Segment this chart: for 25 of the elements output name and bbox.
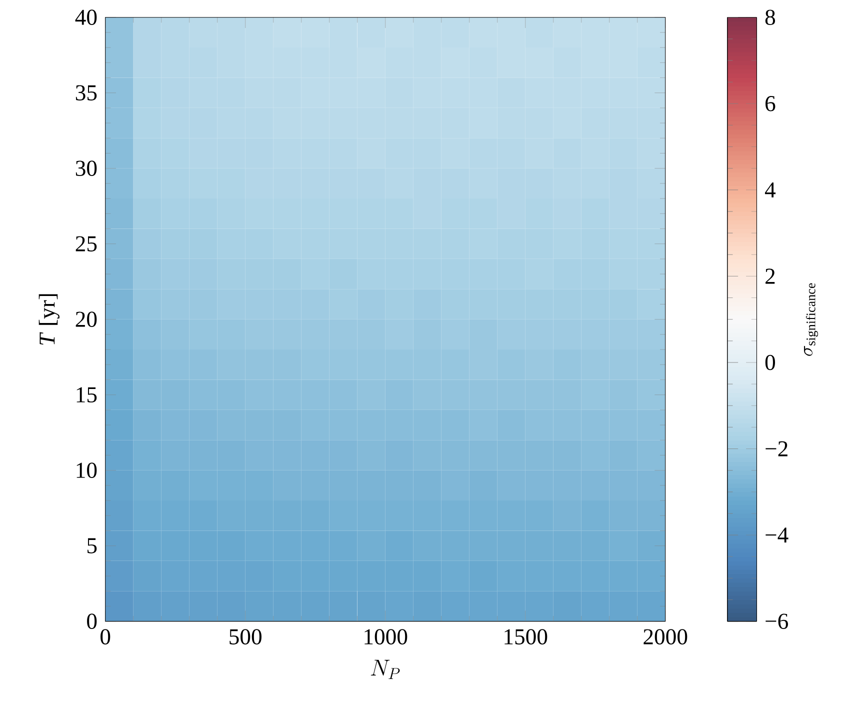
x-tick-label: 1500 xyxy=(504,629,548,645)
y-tick-label: 10 xyxy=(76,462,97,478)
color-bar-label: 8 xyxy=(765,10,776,26)
color-bar-label: 4 xyxy=(764,182,776,198)
color-bar-label: −4 xyxy=(766,528,788,543)
x-tick-label: 2000 xyxy=(644,629,688,645)
color-bar-title: $\sigma_{\mathrm{significance}}$ xyxy=(804,283,818,356)
y-axis-title: T [yr] xyxy=(38,294,60,345)
y-tick-label: 40 xyxy=(75,10,97,26)
color-bar-label: −2 xyxy=(766,441,788,456)
y-tick-label: 35 xyxy=(76,85,97,101)
x-tick-label: 0 xyxy=(100,629,110,645)
y-tick-label: 0 xyxy=(87,614,97,630)
color-bar-label: −6 xyxy=(766,614,788,630)
color-bar-label: 6 xyxy=(766,96,776,112)
y-tick-label: 25 xyxy=(76,236,97,252)
x-axis-title: $N_P$ xyxy=(370,660,400,680)
y-tick-label: 20 xyxy=(76,312,97,328)
x-tick-label: 500 xyxy=(230,629,262,645)
y-tick-label: 30 xyxy=(76,160,97,176)
y-tick-label: 5 xyxy=(88,538,97,554)
x-tick-label: 1000 xyxy=(364,629,408,645)
y-tick-label: 15 xyxy=(76,387,97,403)
color-bar-label: 0 xyxy=(765,354,776,370)
color-bar-label: 2 xyxy=(766,268,775,284)
